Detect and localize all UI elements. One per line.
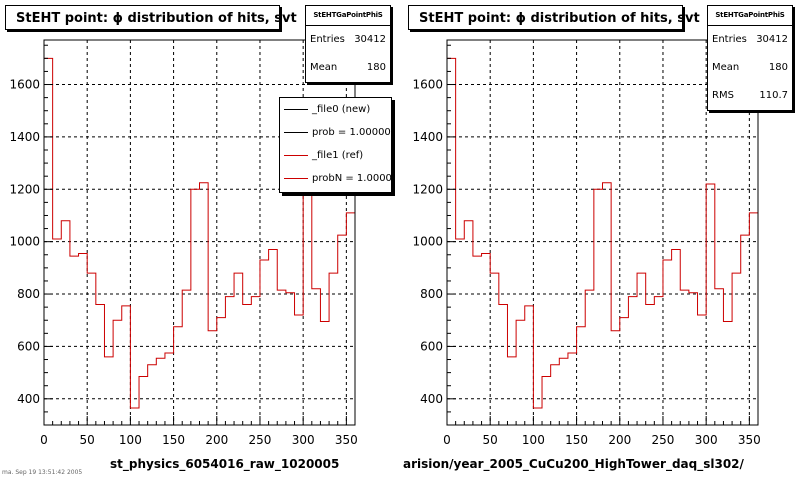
legend-swatch-ref	[284, 155, 308, 156]
legend-swatch-probn	[284, 178, 308, 179]
x-axis-title-left: st_physics_6054016_raw_1020005	[110, 457, 340, 471]
stats-entries-label-left: Entries	[310, 34, 345, 45]
footnote: ma. Sep 19 13:51:42 2005	[2, 469, 83, 476]
chart-title-right: StEHT point: ϕ distribution of hits, svt	[408, 5, 700, 30]
y-tick-label-2: 800	[420, 287, 443, 301]
stats-rms-value-right: 110.7	[759, 90, 788, 101]
legend: _file0 (new) prob = 1.000000 _file1 (ref…	[279, 97, 392, 193]
stats-entries-value-right: 30412	[756, 34, 788, 45]
x-tick-label-2: 100	[119, 433, 142, 447]
x-tick-label-7: 350	[335, 433, 358, 447]
x-tick-label-6: 300	[292, 433, 315, 447]
chart-panel-right: 0 50 100 150 200 250 300 350 400 600 800 1000 1200 14…	[403, 0, 800, 480]
legend-label-prob: prob = 1.000000	[312, 127, 392, 138]
stats-mean-label-right: Mean	[712, 62, 740, 73]
legend-swatch-new	[284, 109, 308, 110]
legend-entry-probn: probN = 1.000000	[280, 167, 391, 190]
y-tick-label-0: 400	[17, 392, 40, 406]
stats-entries-label-right: Entries	[712, 34, 747, 45]
x-tick-label-0: 0	[40, 433, 48, 447]
histogram-series-left-0	[43, 57, 356, 425]
y-tick-label-2: 800	[17, 287, 40, 301]
x-axis-title-right: arision/year_2005_CuCu200_HighTower_daq_…	[403, 457, 744, 471]
stats-box-left: StEHTGaPointPhiS Entries 30412 Mean 180	[305, 5, 391, 83]
chart-title-left: StEHT point: ϕ distribution of hits, svt	[5, 5, 297, 30]
stats-mean-value-left: 180	[366, 62, 386, 73]
x-tick-label-5: 250	[249, 433, 272, 447]
legend-entry-prob: prob = 1.000000	[280, 121, 391, 144]
y-tick-label-6: 1600	[412, 78, 443, 92]
x-tick-label-2: 100	[522, 433, 545, 447]
y-tick-label-4: 1200	[412, 182, 443, 196]
y-tick-label-3: 1000	[412, 235, 443, 249]
y-tick-label-1: 600	[420, 339, 443, 353]
stats-entries-value-left: 30412	[354, 34, 386, 45]
x-tick-label-0: 0	[443, 433, 451, 447]
x-tick-label-4: 200	[608, 433, 631, 447]
x-tick-label-3: 150	[565, 433, 588, 447]
chart-panel-left: 0 50 100 150 200 250 300 350 400 600 800 1000 1200 14…	[5, 5, 392, 471]
histogram-right: 0 50 100 150 200 250 300 350 400 600 800 1000 1200 14…	[412, 39, 761, 447]
legend-label-ref: _file1 (ref)	[312, 150, 364, 161]
stats-box-right: StEHTGaPointPhiS Entries 30412 Mean 180 …	[707, 5, 793, 111]
x-tick-label-4: 200	[205, 433, 228, 447]
legend-entry-ref: _file1 (ref)	[280, 144, 391, 167]
y-tick-label-0: 400	[420, 392, 443, 406]
stats-mean-label-left: Mean	[310, 62, 338, 73]
y-tick-label-6: 1600	[9, 78, 40, 92]
stats-rms-label-right: RMS	[712, 90, 734, 101]
stats-name-left: StEHTGaPointPhiS	[306, 6, 390, 26]
y-tick-label-1: 600	[17, 339, 40, 353]
y-tick-label-5: 1400	[412, 130, 443, 144]
x-tick-label-7: 350	[738, 433, 761, 447]
y-tick-label-5: 1400	[9, 130, 40, 144]
histogram-series-right-0	[446, 57, 759, 425]
y-tick-label-3: 1000	[9, 235, 40, 249]
y-tick-label-4: 1200	[9, 182, 40, 196]
legend-swatch-prob	[284, 132, 308, 133]
legend-label-probn: probN = 1.000000	[312, 173, 392, 184]
legend-label-new: _file0 (new)	[312, 104, 371, 115]
stats-name-right: StEHTGaPointPhiS	[708, 6, 792, 26]
legend-entry-new: _file0 (new)	[280, 98, 391, 121]
x-tick-label-3: 150	[162, 433, 185, 447]
x-tick-label-1: 50	[483, 433, 498, 447]
x-tick-label-5: 250	[652, 433, 675, 447]
x-tick-label-1: 50	[80, 433, 95, 447]
x-tick-label-6: 300	[695, 433, 718, 447]
stats-mean-value-right: 180	[768, 62, 788, 73]
